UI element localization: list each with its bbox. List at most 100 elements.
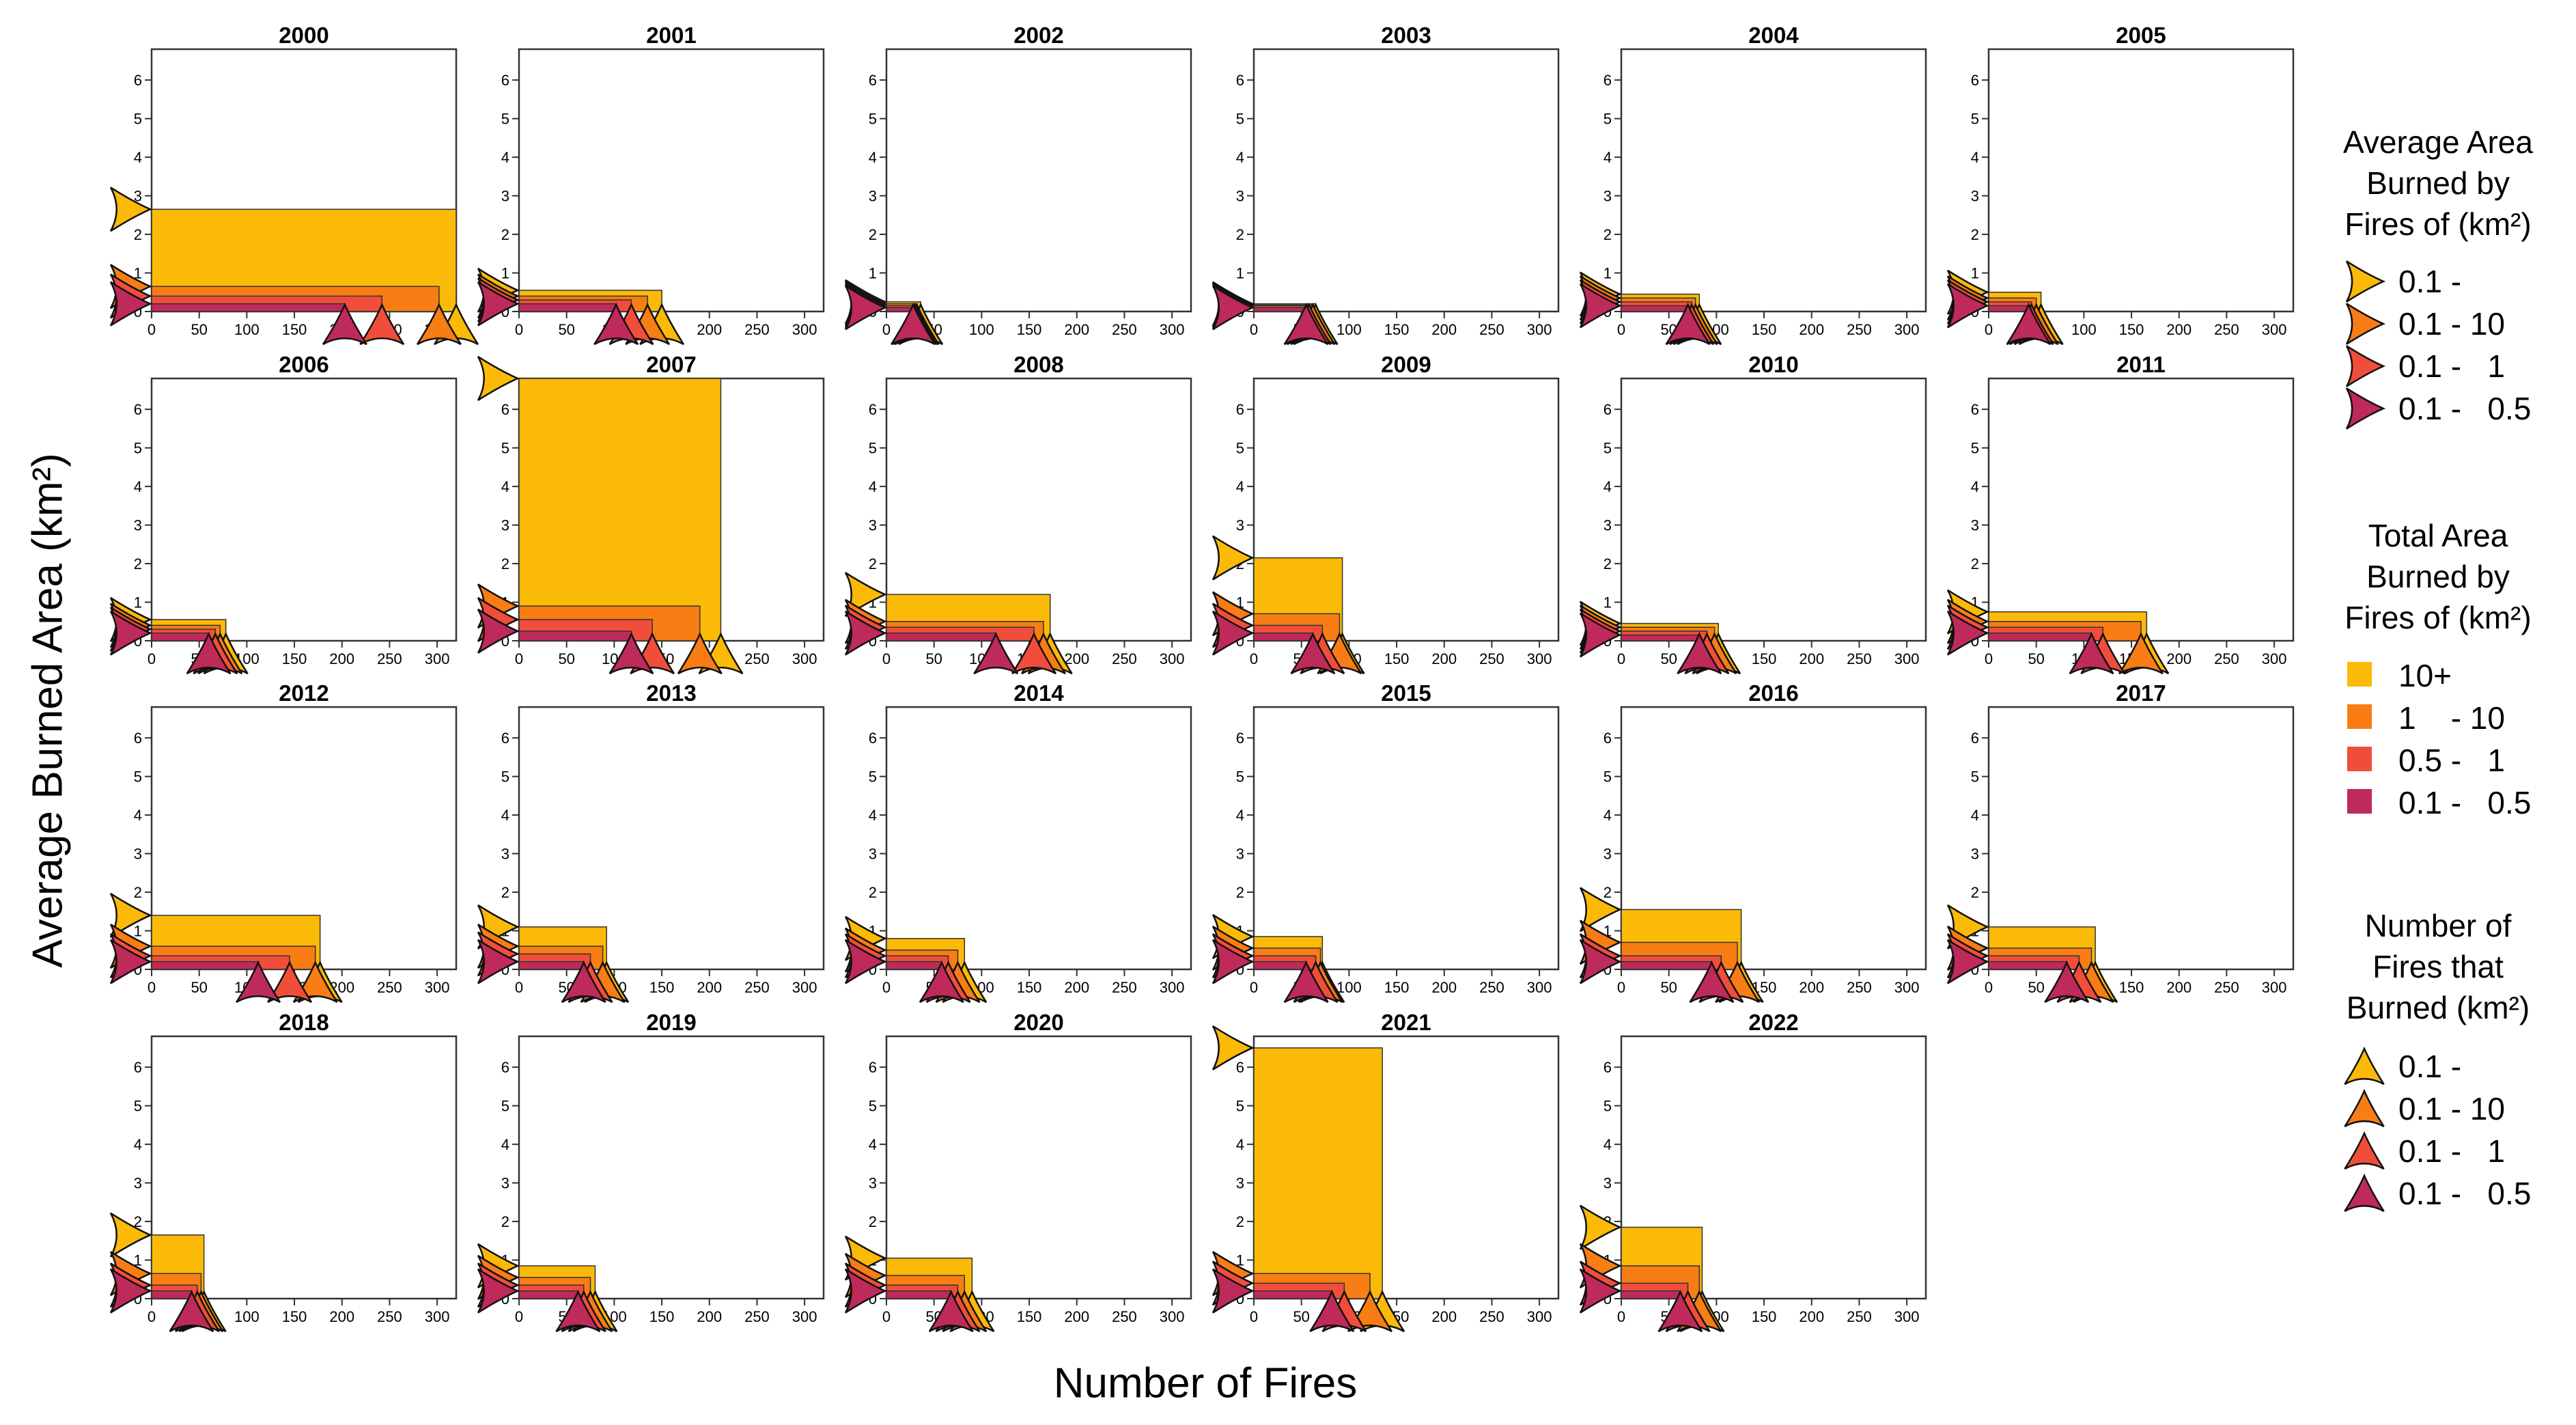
x-tick-label: 0 <box>515 1308 523 1325</box>
y-tick-label: 4 <box>869 1136 877 1153</box>
x-tick-label: 250 <box>2214 650 2239 667</box>
area-bar-0.1-0.5 <box>886 307 914 312</box>
y-tick-label: 6 <box>1604 72 1612 89</box>
panel-title: 2016 <box>1748 680 1798 706</box>
legend-count-symbol <box>2344 1088 2385 1128</box>
area-bar-0.1-0.5 <box>1253 632 1314 641</box>
area-bar-0.1-0.5 <box>1253 1290 1333 1299</box>
x-tick-label: 200 <box>329 650 354 667</box>
x-tick-label: 0 <box>515 321 523 338</box>
x-tick-label: 150 <box>282 650 307 667</box>
y-tick-label: 1 <box>1604 265 1612 282</box>
y-tick-label: 5 <box>501 111 509 128</box>
x-tick-label: 300 <box>792 1308 817 1325</box>
count-marker <box>593 302 639 346</box>
legend-total-item: 1 - 10 <box>2398 700 2505 736</box>
count-marker <box>169 1289 214 1333</box>
average-marker <box>1579 1204 1623 1250</box>
y-tick-label: 3 <box>1236 517 1244 534</box>
legend-total-title-line: Total Area <box>2368 518 2508 553</box>
legend-count-item: 0.1 - <box>2398 1049 2462 1084</box>
y-tick-label: 3 <box>1971 517 1979 534</box>
x-tick-label: 300 <box>2262 979 2287 996</box>
x-tick-label: 250 <box>377 1308 402 1325</box>
x-tick-label: 150 <box>282 321 307 338</box>
x-tick-label: 250 <box>1847 979 1872 996</box>
x-tick-label: 0 <box>1250 1308 1258 1325</box>
x-tick-label: 50 <box>1293 1308 1309 1325</box>
x-tick-label: 300 <box>1894 321 1920 338</box>
y-tick-label: 4 <box>134 807 142 824</box>
y-tick-label: 5 <box>501 440 509 457</box>
x-tick-label: 250 <box>377 979 402 996</box>
x-tick-label: 100 <box>1336 321 1362 338</box>
y-tick-label: 3 <box>869 1175 877 1192</box>
y-tick-label: 2 <box>501 884 509 901</box>
y-tick-label: 5 <box>1604 1098 1612 1115</box>
average-marker <box>1579 887 1623 932</box>
x-tick-label: 250 <box>744 1308 770 1325</box>
x-tick-label: 200 <box>1431 979 1457 996</box>
x-tick-label: 250 <box>2214 979 2239 996</box>
area-bar-0.1-0.5 <box>1988 305 2030 312</box>
y-tick-label: 3 <box>1236 846 1244 863</box>
area-bar-0.1-0.5 <box>1621 305 1689 312</box>
average-marker <box>1212 610 1255 656</box>
panel-title: 2012 <box>279 680 328 706</box>
legend-average-item: 0.1 - 0.5 <box>2398 391 2532 426</box>
y-tick-label: 2 <box>869 226 877 243</box>
average-marker <box>109 186 153 232</box>
y-tick-label: 5 <box>869 111 877 128</box>
y-tick-label: 6 <box>1236 401 1244 418</box>
legend-total-item: 0.1 - 0.5 <box>2398 785 2532 820</box>
x-tick-label: 300 <box>792 321 817 338</box>
y-tick-label: 2 <box>869 1213 877 1230</box>
panel-frame <box>885 48 1192 313</box>
y-tick-label: 3 <box>1236 188 1244 205</box>
y-tick-label: 2 <box>1236 1213 1244 1230</box>
area-bar-0.1-0.5 <box>886 1290 952 1299</box>
x-tick-label: 300 <box>425 650 450 667</box>
x-tick-label: 0 <box>1617 321 1625 338</box>
y-tick-label: 3 <box>1236 1175 1244 1192</box>
count-marker <box>322 302 367 346</box>
y-tick-label: 5 <box>869 769 877 786</box>
count-marker <box>608 631 654 675</box>
x-tick-label: 50 <box>558 321 574 338</box>
x-tick-label: 150 <box>1752 1308 1777 1325</box>
panel-title: 2008 <box>1013 352 1063 377</box>
y-tick-label: 2 <box>134 884 142 901</box>
x-tick-label: 200 <box>2166 979 2192 996</box>
y-tick-label: 6 <box>869 730 877 747</box>
y-tick-label: 2 <box>501 1213 509 1230</box>
x-tick-label: 150 <box>1017 1308 1042 1325</box>
x-tick-label: 250 <box>1847 650 1872 667</box>
average-marker <box>109 939 153 984</box>
average-marker <box>109 610 153 656</box>
y-tick-label: 6 <box>1236 1059 1244 1076</box>
count-marker <box>1283 302 1329 346</box>
x-tick-label: 50 <box>925 650 942 667</box>
legend-total-title-line: Burned by <box>2366 559 2510 594</box>
x-tick-label: 250 <box>1112 650 1137 667</box>
area-bar-0.1-0.5 <box>1253 307 1307 312</box>
count-marker <box>359 302 405 346</box>
average-marker <box>1212 285 1255 331</box>
x-tick-label: 150 <box>1752 321 1777 338</box>
x-tick-label: 0 <box>882 1308 891 1325</box>
legend-count-symbol <box>2344 1173 2385 1213</box>
y-tick-label: 1 <box>1236 265 1244 282</box>
y-tick-label: 5 <box>501 1098 509 1115</box>
y-tick-label: 6 <box>869 1059 877 1076</box>
count-marker <box>267 960 313 1004</box>
count-marker <box>677 631 723 675</box>
x-tick-label: 250 <box>1112 321 1137 338</box>
average-marker <box>1579 612 1623 658</box>
y-tick-label: 5 <box>1236 769 1244 786</box>
y-tick-label: 4 <box>1604 149 1612 166</box>
panel-frame <box>885 706 1192 971</box>
legend-average-item: 0.1 - <box>2398 264 2462 299</box>
x-tick-label: 150 <box>1384 979 1410 996</box>
count-marker <box>1290 631 1336 675</box>
y-tick-label: 6 <box>1604 1059 1612 1076</box>
